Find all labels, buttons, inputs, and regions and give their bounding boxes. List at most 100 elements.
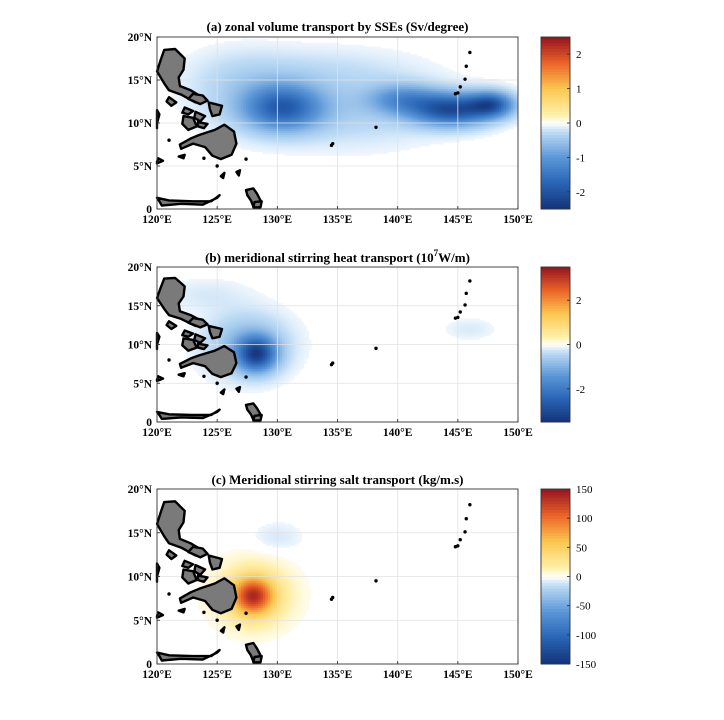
field-cell [327, 136, 331, 139]
field-cell [373, 69, 377, 72]
field-cell [284, 144, 288, 147]
field-cell [303, 153, 307, 156]
field-cell [313, 59, 317, 63]
field-cell [390, 98, 394, 101]
field-cell [298, 84, 302, 88]
field-cell [318, 130, 322, 133]
field-cell [313, 98, 317, 101]
field-cell [385, 75, 389, 78]
field-cell [270, 48, 273, 51]
field-cell [366, 126, 370, 130]
field-cell [298, 103, 302, 107]
field-cell [347, 142, 350, 145]
field-cell [234, 44, 237, 47]
field-cell [371, 94, 374, 97]
field-cell [282, 111, 285, 114]
field-cell [214, 88, 218, 91]
field-cell [284, 134, 288, 137]
field-cell [270, 105, 273, 109]
field-cell [289, 65, 293, 68]
field-cell [260, 136, 264, 139]
field-cell [356, 151, 360, 154]
field-cell [289, 107, 293, 111]
field-cell [258, 67, 261, 70]
field-cell [335, 58, 338, 61]
field-cell [351, 153, 355, 156]
field-cell [224, 80, 228, 84]
field-cell [214, 98, 218, 101]
field-cell [392, 134, 396, 137]
field-cell [327, 84, 331, 88]
field-cell [335, 124, 338, 128]
field-cell [308, 86, 312, 89]
field-cell [282, 56, 285, 59]
field-cell [315, 77, 319, 80]
field-cell [342, 109, 346, 112]
field-cell [248, 80, 252, 84]
field-cell [313, 107, 317, 111]
field-cell [234, 65, 237, 68]
field-cell [318, 126, 322, 130]
field-cell [231, 56, 235, 59]
field-cell [354, 132, 358, 135]
field-cell [332, 59, 336, 63]
field-cell [289, 149, 293, 153]
field-cell [337, 52, 341, 55]
field-cell [363, 59, 367, 63]
field-cell [258, 98, 261, 101]
field-cell [323, 136, 326, 139]
field-cell [212, 117, 216, 120]
field-cell [272, 54, 276, 57]
field-cell [313, 82, 317, 86]
field-cell [361, 128, 365, 132]
field-cell [207, 63, 211, 67]
field-cell [265, 59, 269, 63]
field-cell [277, 126, 281, 130]
field-cell [270, 92, 273, 95]
field-cell [279, 50, 283, 53]
field-cell [286, 123, 290, 126]
field-cell [344, 73, 348, 76]
field-cell [272, 113, 276, 116]
field-cell [197, 65, 201, 68]
field-cell [205, 107, 208, 111]
field-cell [392, 105, 396, 109]
field-cell [298, 100, 302, 103]
field-cell [181, 96, 184, 99]
field-cell [366, 59, 370, 63]
field-cell [342, 153, 346, 156]
field-cell [253, 145, 257, 149]
field-cell [234, 84, 237, 88]
field-cell [308, 82, 312, 86]
field-cell [209, 90, 213, 93]
field-cell [238, 59, 242, 63]
field-cell [267, 145, 271, 149]
field-cell [294, 59, 297, 63]
field-cell [342, 124, 346, 128]
field-cell [327, 96, 331, 99]
field-cell [323, 69, 326, 72]
field-cell [255, 90, 259, 93]
field-cell [255, 38, 259, 42]
field-cell [318, 123, 322, 126]
field-cell [176, 101, 180, 105]
field-cell [258, 42, 261, 46]
field-cell [248, 46, 252, 49]
field-cell [286, 88, 290, 91]
field-cell [306, 109, 310, 112]
field-cell [344, 144, 348, 147]
field-cell [205, 82, 208, 86]
field-cell [298, 132, 302, 135]
field-cell [238, 54, 242, 57]
field-cell [226, 121, 230, 124]
field-cell [284, 58, 288, 61]
field-cell [270, 50, 273, 53]
field-cell [238, 134, 242, 137]
field-cell [231, 65, 235, 68]
field-cell [380, 121, 384, 124]
field-cell [294, 115, 297, 118]
field-cell [296, 140, 300, 143]
field-cell [267, 75, 271, 78]
field-cell [342, 69, 346, 72]
field-cell [229, 88, 233, 91]
